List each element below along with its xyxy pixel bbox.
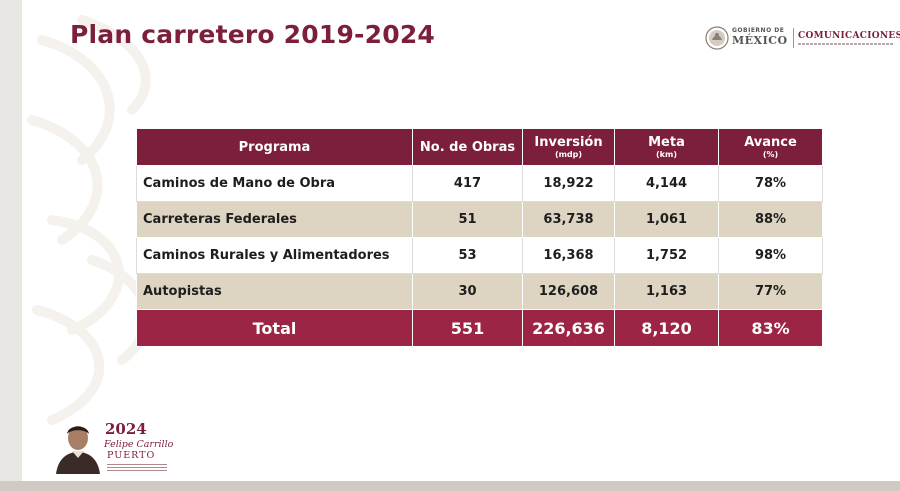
slide: Plan carretero 2019-2024 GOBIERNO DE MÉX… xyxy=(22,0,900,481)
table-row: Autopistas 30 126,608 1,163 77% xyxy=(136,273,823,310)
inversion-cell: 63,738 xyxy=(522,201,615,238)
total-obras: 551 xyxy=(412,309,523,347)
programa-cell: Caminos Rurales y Alimentadores xyxy=(136,237,413,274)
programa-cell: Autopistas xyxy=(136,273,413,310)
department-name: COMUNICACIONES xyxy=(798,31,900,41)
logo-name: Felipe Carrillo xyxy=(104,439,174,450)
logo-surname: PUERTO xyxy=(107,450,156,461)
table-row: Caminos Rurales y Alimentadores 53 16,36… xyxy=(136,237,823,274)
avance-cell: 98% xyxy=(718,237,823,274)
column-header: Programa xyxy=(136,128,413,166)
avance-cell: 77% xyxy=(718,273,823,310)
gov-line: GOBIERNO DE xyxy=(732,27,785,34)
inversion-cell: 16,368 xyxy=(522,237,615,274)
obras-cell: 51 xyxy=(412,201,523,238)
logo-divider xyxy=(793,28,794,48)
programa-cell: Carreteras Federales xyxy=(136,201,413,238)
national-seal-icon xyxy=(705,26,729,50)
meta-cell: 1,752 xyxy=(614,237,719,274)
total-avance: 83% xyxy=(718,309,823,347)
column-header: Meta (km) xyxy=(614,128,719,166)
government-logo: GOBIERNO DE MÉXICO COMUNICACIONES xyxy=(705,26,900,52)
left-margin xyxy=(0,0,22,491)
table-header-row: Programa No. de Obras Inversión (mdp) Met… xyxy=(136,128,823,166)
obras-cell: 417 xyxy=(412,165,523,202)
avance-cell: 88% xyxy=(718,201,823,238)
inversion-cell: 18,922 xyxy=(522,165,615,202)
table-row: Carreteras Federales 51 63,738 1,061 88% xyxy=(136,201,823,238)
bottom-margin xyxy=(0,481,900,491)
inversion-cell: 126,608 xyxy=(522,273,615,310)
meta-cell: 4,144 xyxy=(614,165,719,202)
page-title: Plan carretero 2019-2024 xyxy=(70,20,436,49)
anniversary-logo: 2024 Felipe Carrillo PUERTO xyxy=(52,418,202,476)
total-row: Total 551 226,636 8,120 83% xyxy=(136,309,823,347)
meta-cell: 1,061 xyxy=(614,201,719,238)
road-plan-table: Programa No. de Obras Inversión (mdp) Met… xyxy=(136,128,823,347)
logo-fine-print xyxy=(107,463,167,471)
meta-cell: 1,163 xyxy=(614,273,719,310)
avance-cell: 78% xyxy=(718,165,823,202)
logo-year: 2024 xyxy=(105,420,147,438)
department-fine-print xyxy=(798,43,893,45)
total-meta: 8,120 xyxy=(614,309,719,347)
column-header: Inversión (mdp) xyxy=(522,128,615,166)
programa-cell: Caminos de Mano de Obra xyxy=(136,165,413,202)
obras-cell: 53 xyxy=(412,237,523,274)
column-header: Avance (%) xyxy=(718,128,823,166)
total-label: Total xyxy=(136,309,413,347)
obras-cell: 30 xyxy=(412,273,523,310)
column-header: No. de Obras xyxy=(412,128,523,166)
total-inversion: 226,636 xyxy=(522,309,615,347)
portrait-icon xyxy=(56,426,100,474)
table-row: Caminos de Mano de Obra 417 18,922 4,144… xyxy=(136,165,823,202)
country-name: MÉXICO xyxy=(732,34,788,47)
